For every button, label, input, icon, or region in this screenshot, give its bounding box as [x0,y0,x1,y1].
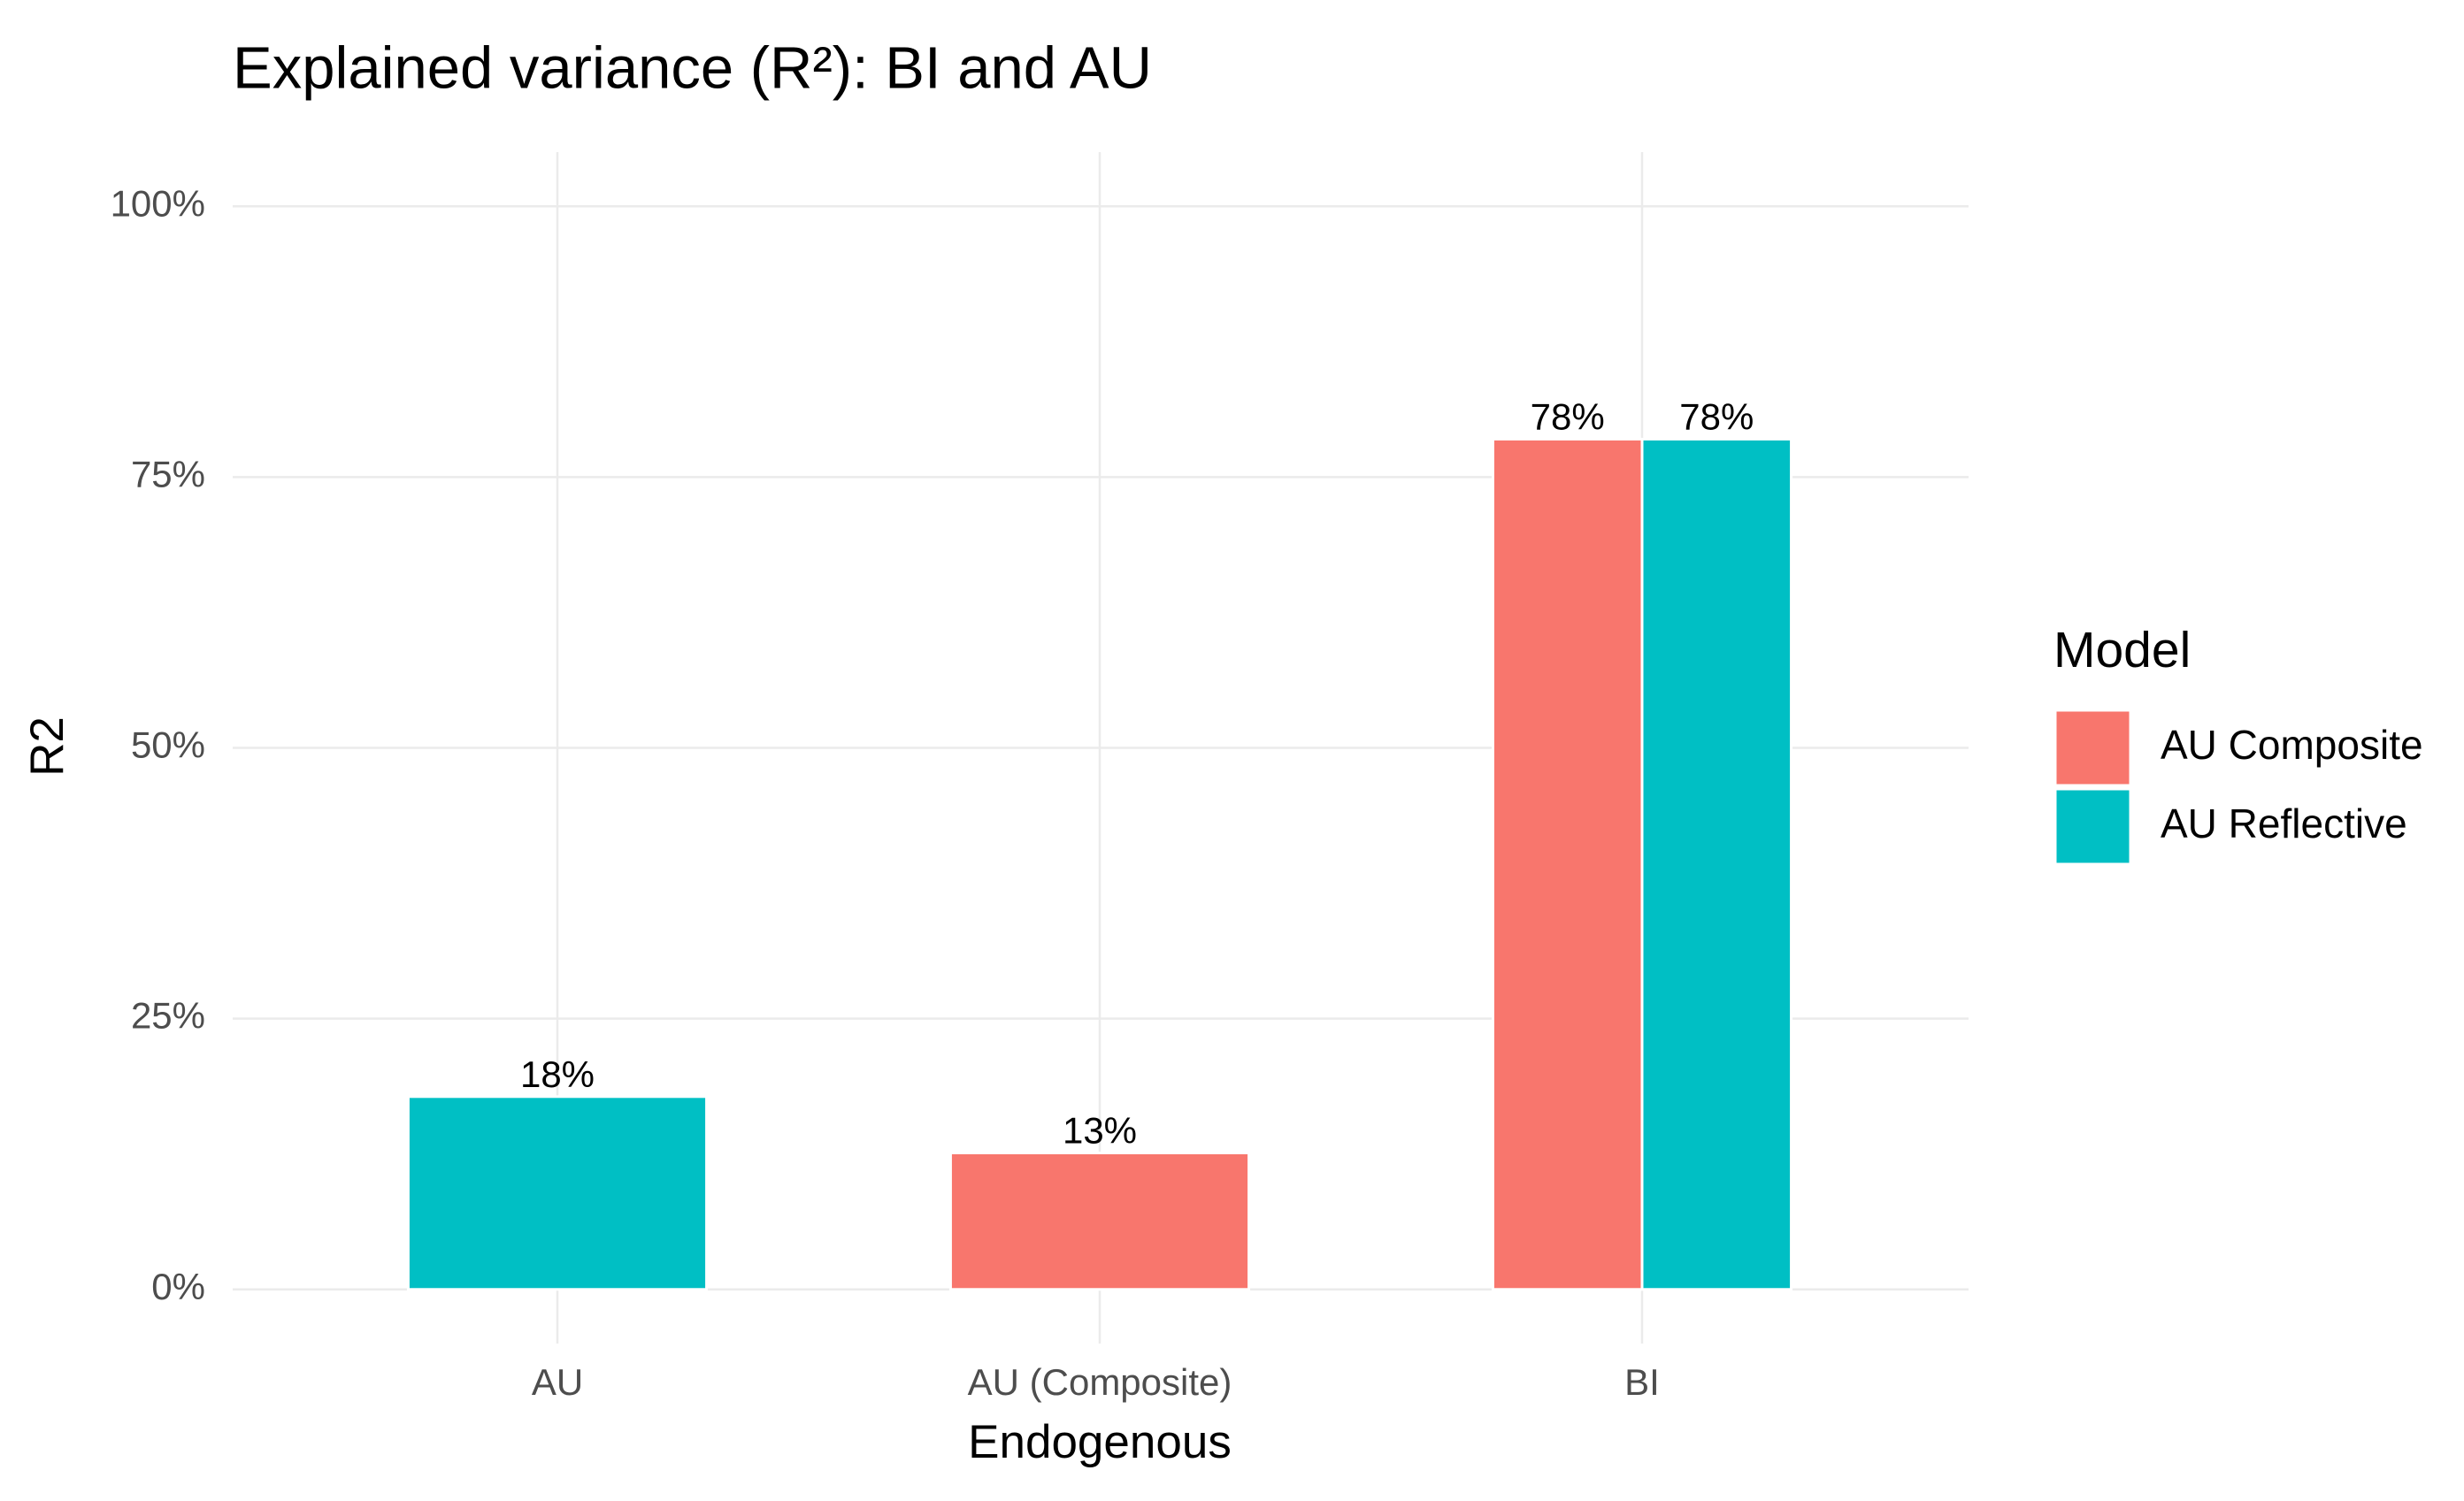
legend-label: AU Reflective [2161,800,2407,846]
x-tick-label: BI [1624,1361,1660,1403]
y-tick-label: 75% [131,453,205,494]
chart-title: Explained variance (R²): BI and AU [233,35,1152,102]
bar [406,1095,709,1291]
legend-key [2053,708,2132,787]
bar [948,1151,1251,1291]
legend-title: Model [2053,622,2191,678]
value-label: 13% [1063,1110,1137,1152]
x-tick-label: AU [532,1361,583,1403]
bar [1491,438,1644,1291]
y-tick-label: 50% [131,724,205,766]
y-axis-title: R2 [21,716,73,777]
x-tick-label: AU (Composite) [968,1361,1232,1403]
bar [1640,438,1793,1291]
value-label: 18% [520,1053,595,1095]
value-label: 78% [1531,396,1605,438]
value-label: 78% [1679,396,1754,438]
y-tick-label: 0% [151,1266,205,1307]
legend-key [2053,787,2132,866]
y-tick-label: 25% [131,995,205,1037]
x-axis-title: Endogenous [968,1416,1232,1468]
y-tick-label: 100% [111,182,205,224]
legend-label: AU Composite [2161,722,2423,768]
